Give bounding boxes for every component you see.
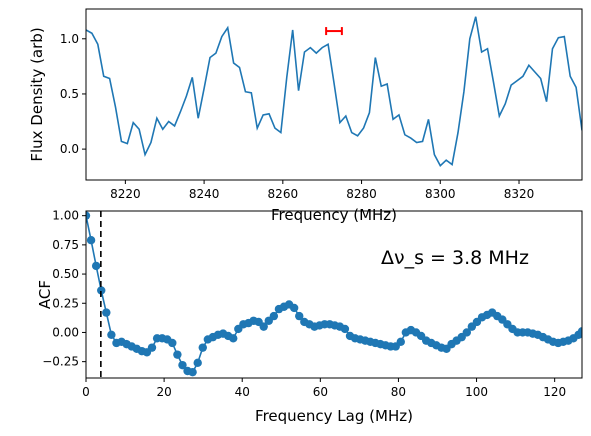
data-point	[107, 330, 116, 339]
data-point	[188, 367, 197, 377]
scintillation-bandwidth-annotation: Δν_s = 3.8 MHz	[381, 247, 529, 269]
y-tick-label: 0.25	[52, 296, 79, 310]
x-tick-label: 20	[156, 385, 171, 399]
data-point	[147, 343, 157, 352]
y-tick-label: 0.0	[60, 142, 79, 156]
y-tick-label: 0.75	[52, 238, 79, 252]
data-point	[462, 328, 471, 337]
y-tick-label: 0.50	[52, 267, 79, 281]
data-point	[86, 236, 96, 245]
y-tick-label: −0.25	[42, 355, 79, 369]
data-point	[259, 322, 268, 331]
x-axis-label: Frequency Lag (MHz)	[255, 407, 413, 425]
flux-density-plot: 8220 8240 8260 8280 8300 8320 0.0 0.5 1.0 Frequen…	[28, 8, 583, 224]
axes-frame	[85, 8, 583, 181]
x-tick-label: 60	[313, 385, 328, 399]
x-tick-label: 80	[391, 385, 406, 399]
data-point	[340, 324, 350, 334]
data-point	[173, 350, 182, 359]
data-point	[168, 338, 177, 348]
y-tick-label: 0.5	[60, 87, 79, 101]
y-tick-label: 0.00	[52, 325, 79, 339]
data-point	[97, 286, 106, 295]
series-line	[86, 215, 582, 374]
data-point	[289, 303, 299, 313]
data-point	[396, 337, 405, 346]
plot-area	[86, 16, 582, 167]
data-point	[86, 211, 91, 220]
y-axis-label: ACF	[36, 280, 54, 309]
y-axis-label: Flux Density (arb)	[28, 27, 46, 161]
x-tick-label: 8280	[346, 187, 377, 201]
x-tick-label: 8260	[268, 187, 299, 201]
data-point	[269, 311, 279, 321]
x-tick-label: 100	[465, 385, 488, 399]
x-tick-label: 8220	[110, 187, 141, 201]
x-tick-label: 40	[235, 385, 250, 399]
y-tick-label: 1.0	[60, 32, 79, 46]
data-point	[91, 261, 101, 271]
data-point	[577, 327, 582, 336]
series-line	[86, 16, 582, 167]
x-tick-label: 8240	[189, 187, 220, 201]
plot-area	[86, 211, 582, 378]
data-point	[229, 334, 238, 343]
data-point	[295, 311, 304, 321]
data-point	[102, 308, 111, 317]
x-tick-label: 8320	[504, 187, 535, 201]
data-point	[198, 343, 207, 352]
data-point	[178, 360, 187, 370]
y-tick-label: 1.00	[52, 209, 79, 223]
data-point	[193, 358, 202, 368]
axes-frame	[85, 210, 583, 379]
acf-plot: 0 20 40 60 80 100 120 −0.25 0.00 0.25 0.50 0.75 1.00…	[36, 209, 583, 425]
x-axis-label: Frequency (MHz)	[271, 206, 397, 224]
x-tick-label: 120	[543, 385, 566, 399]
x-tick-label: 0	[82, 385, 90, 399]
x-tick-label: 8300	[425, 187, 456, 201]
